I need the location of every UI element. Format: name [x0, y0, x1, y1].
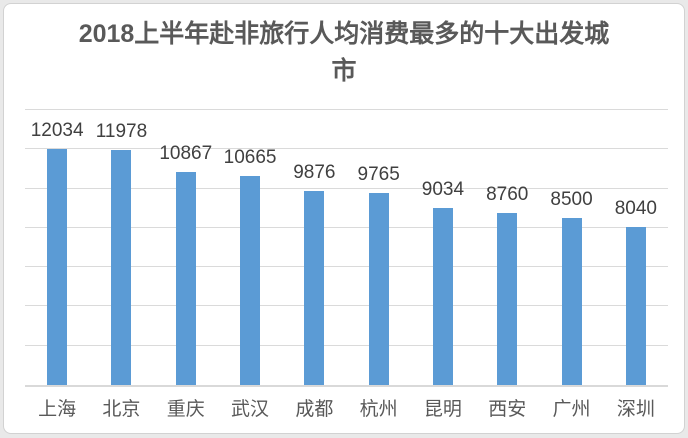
- bar: [47, 148, 68, 385]
- bar: [368, 193, 389, 385]
- category-label: 重庆: [166, 399, 205, 420]
- x-axis-line: [25, 385, 668, 387]
- gridline: [25, 187, 668, 189]
- bar-value-label: 9765: [357, 164, 400, 186]
- gridline: [25, 148, 668, 150]
- category-label: 北京: [102, 399, 141, 420]
- category-label: 西安: [488, 399, 527, 420]
- bar: [561, 218, 582, 385]
- bar: [175, 171, 196, 385]
- bar-value-label: 8760: [486, 183, 529, 205]
- bar: [497, 212, 518, 385]
- category-label: 上海: [38, 399, 77, 420]
- bar-value-label: 9876: [293, 162, 336, 184]
- gridline: [25, 344, 668, 346]
- bar: [111, 149, 132, 385]
- category-label: 深圳: [616, 399, 655, 420]
- gridline: [25, 226, 668, 228]
- bar-value-label: 12034: [30, 119, 84, 141]
- plot-area: 12034 11978 10867 10665 9876 9765 9034 8760 8500…: [25, 109, 668, 387]
- gridline: [25, 109, 668, 110]
- gridline: [25, 305, 668, 307]
- category-label: 杭州: [359, 399, 398, 420]
- gridline: [25, 266, 668, 268]
- category-label: 广州: [552, 399, 591, 420]
- bar-value-label: 10665: [223, 146, 277, 168]
- category-label: 成都: [295, 399, 334, 420]
- bar: [304, 191, 325, 385]
- bar-value-label: 10867: [159, 142, 213, 164]
- bar-value-label: 11978: [95, 120, 148, 142]
- chart-frame: 2018上半年赴非旅行人均消费最多的十大出发城市 12034 11978 10867…: [3, 3, 685, 434]
- bar: [625, 227, 646, 385]
- bar: [240, 175, 261, 385]
- bar-value-label: 9034: [421, 178, 465, 200]
- category-label: 武汉: [231, 399, 270, 420]
- bar: [432, 207, 453, 385]
- chart-title: 2018上半年赴非旅行人均消费最多的十大出发城市: [78, 20, 610, 85]
- category-label: 昆明: [423, 399, 462, 420]
- bar-value-label: 8040: [614, 198, 657, 220]
- bar-value-label: 8500: [550, 189, 593, 211]
- x-axis-labels: 上海 北京 重庆 武汉 成都 杭州 昆明 西安 广州 深圳: [25, 394, 668, 420]
